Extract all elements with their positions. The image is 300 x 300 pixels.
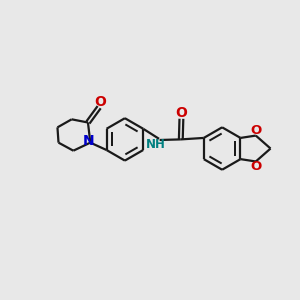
Text: O: O	[250, 124, 262, 137]
Text: NH: NH	[146, 138, 165, 151]
Text: O: O	[250, 160, 262, 173]
Text: N: N	[83, 134, 94, 148]
Text: O: O	[176, 106, 187, 121]
Text: O: O	[94, 95, 106, 109]
